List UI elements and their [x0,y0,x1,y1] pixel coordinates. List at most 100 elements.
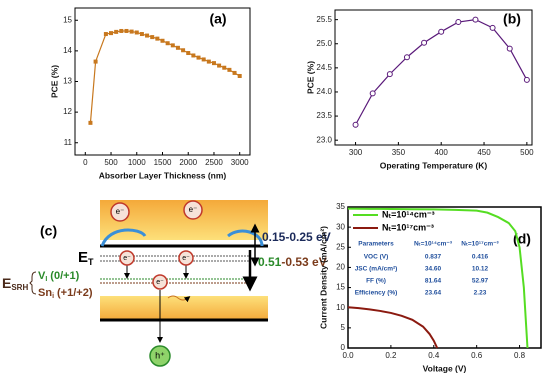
marker [88,120,93,125]
marker [150,35,155,40]
y-tick-label: 14 [63,46,72,55]
x-axis-label: Absorber Layer Thickness (nm) [99,170,227,180]
table-cell: 10.12 [472,266,489,273]
table-cell: FF (%) [366,278,386,285]
marker [232,70,237,75]
table-header: Nₜ=10¹⁴cm⁻³ [414,241,453,248]
x-tick-label: 0.2 [385,351,397,360]
y-tick-label: 11 [64,138,73,147]
marker [114,29,119,34]
y-tick-label: 35 [336,202,345,211]
x-tick-label: 400 [435,148,449,157]
table-cell: 34.60 [425,266,442,273]
plot-frame [347,206,542,349]
marker [227,67,232,72]
x-tick-label: 500 [520,148,534,157]
table-header: Nₜ=10¹⁷cm⁻³ [461,241,499,248]
x-tick-label: 0 [83,158,88,167]
series-line [355,19,528,126]
x-tick-label: 2000 [179,158,197,167]
marker [124,28,129,33]
panel-label: (c) [40,223,57,239]
marker [191,53,196,58]
electron-label: e⁻ [123,255,131,262]
capture-arrow [100,228,147,247]
diagram: (c) e⁻ e⁻ e⁻ e⁻ e⁻ h⁺ ET ESRH VI (0/+1) S… [2,200,331,367]
y-axis-label: Current Density (mA/cm²) [318,226,328,329]
table-header: Parameters [358,241,394,248]
capture-arrow [227,229,264,247]
marker [455,19,462,26]
table-cell: 81.64 [425,278,442,285]
marker [129,29,134,34]
energy-range: 0.51-0.53 eV [258,255,327,269]
y-tick-label: 10 [336,303,345,312]
marker [211,61,216,66]
x-tick-label: 1500 [154,158,172,167]
marker [139,32,144,37]
y-tick-label: 20 [336,263,345,272]
table-cell: 52.97 [472,278,489,285]
table-cell: 2.23 [474,290,487,297]
marker [93,59,98,64]
marker [217,63,222,68]
marker [369,90,376,97]
x-axis-label: Operating Temperature (K) [380,160,488,170]
x-tick-label: 500 [104,158,118,167]
x-tick-label: 3000 [231,158,249,167]
marker [472,16,479,23]
y-axis-label: PCE (%) [49,65,59,98]
marker [222,65,227,70]
marker [489,24,496,31]
marker [438,28,445,35]
table-cell: 23.64 [425,290,442,297]
x-tick-label: 350 [392,148,406,157]
marker [206,59,211,64]
series-line [347,207,529,349]
table-cell: VOC (V) [364,254,389,261]
y-tick-label: 24.5 [316,63,332,72]
marker [155,36,160,41]
marker [403,54,410,61]
x-axis-label: Voltage (V) [423,363,467,373]
esrh-label: ESRH [2,275,28,292]
y-tick-label: 15 [63,15,72,24]
marker [109,31,114,36]
marker [119,28,124,33]
marker [523,76,530,83]
marker [201,57,206,62]
marker [145,33,150,38]
y-tick-label: 13 [63,77,72,86]
marker [386,71,393,78]
table-cell: Efficiency (%) [355,290,398,297]
marker [186,51,191,56]
marker [170,43,175,48]
legend-label: Nₜ=10¹⁷cm⁻³ [382,222,434,232]
x-tick-label: 0.8 [514,351,526,360]
x-tick-label: 450 [477,148,491,157]
marker [352,121,359,128]
y-tick-label: 25.5 [316,15,332,24]
electron-label: e⁻ [189,205,198,214]
plot-frame [74,7,251,156]
electron [183,200,203,220]
hole-label: h⁺ [155,350,165,360]
x-tick-label: 300 [349,148,363,157]
y-tick-label: 5 [341,323,346,332]
y-tick-label: 12 [63,107,72,116]
electron [152,274,168,290]
marker [196,55,201,60]
y-tick-label: 0 [341,343,346,352]
et-label: ET [78,249,94,267]
electron-label: e⁻ [156,279,164,286]
legend-label: Nₜ=10¹⁴cm⁻³ [382,209,435,219]
plot-frame [334,9,533,146]
marker [181,48,186,53]
panel-label: (b) [503,11,521,27]
marker [134,30,139,35]
electron-label: e⁻ [182,255,190,262]
x-tick-label: 0.4 [428,351,440,360]
marker [165,41,170,46]
marker [506,45,513,52]
energy-range: 0.15-0.25 eV [262,230,331,244]
